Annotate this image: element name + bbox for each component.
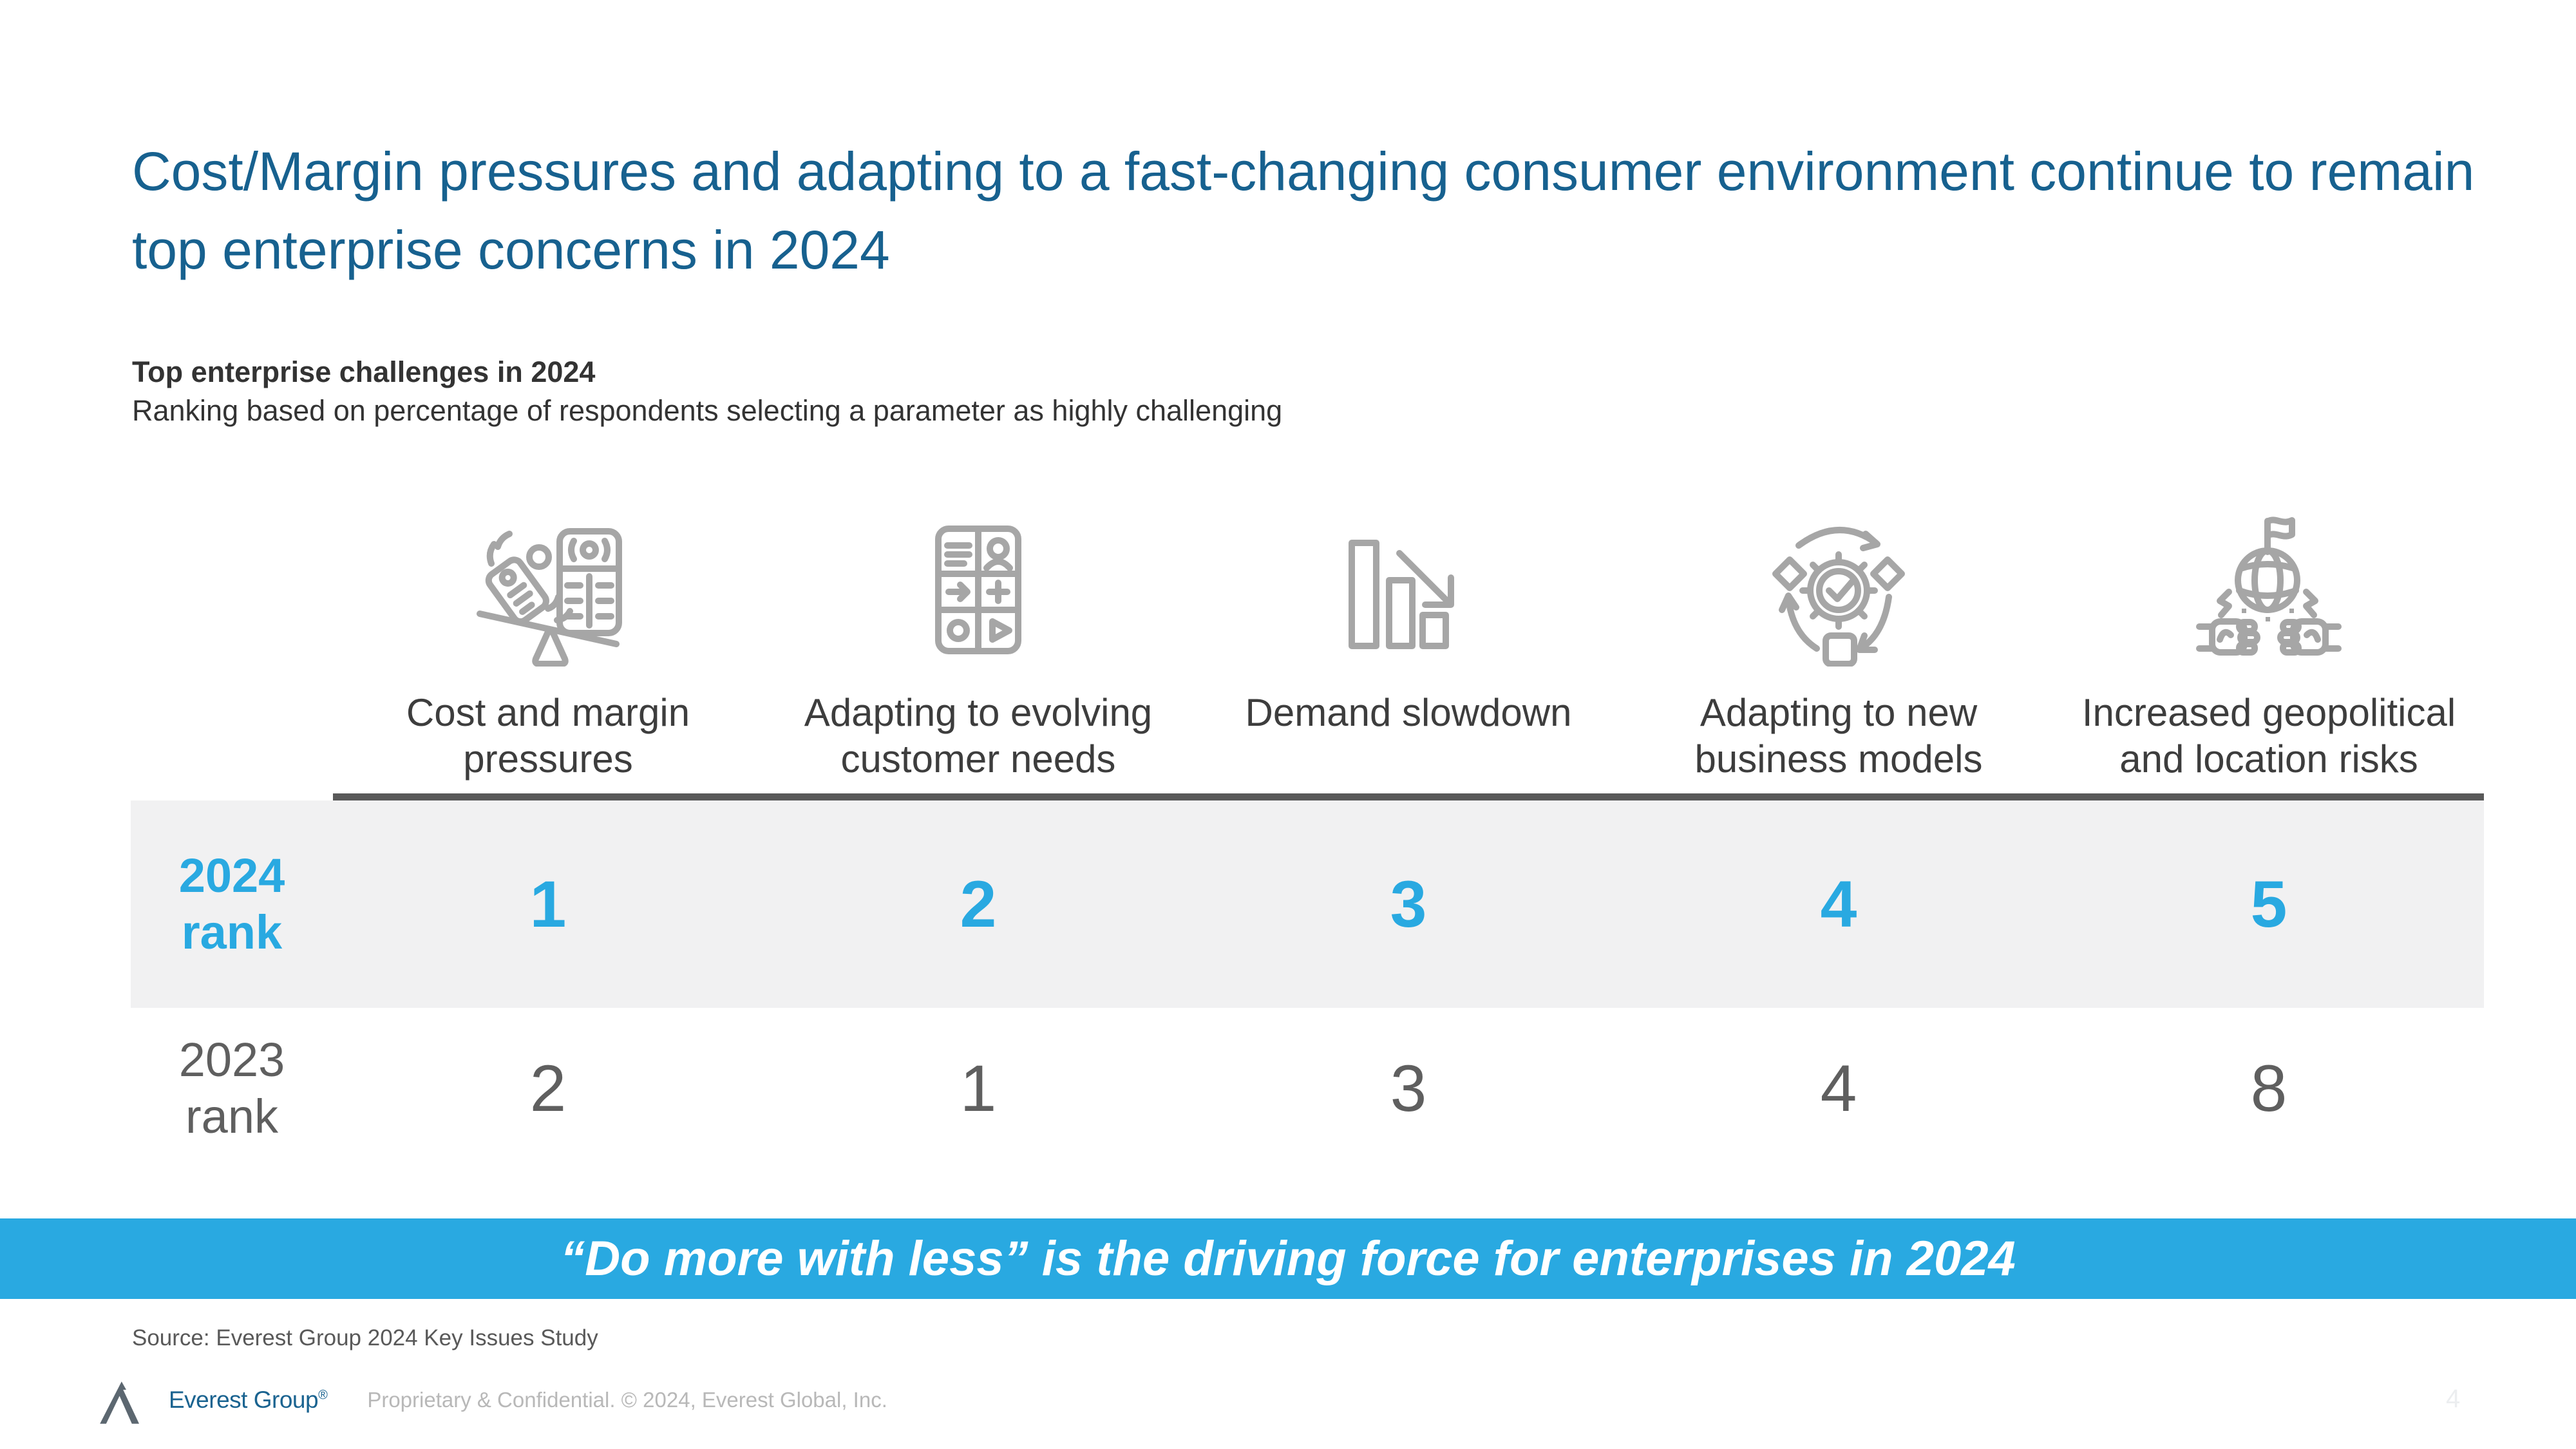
column-demand-slowdown: Demand slowdown [1193,512,1624,782]
geopolitical-location-risks-icon [2192,512,2346,667]
new-business-models-icon [1761,512,1916,667]
column-label: Demand slowdown [1245,690,1572,736]
table-header-divider [333,793,2484,800]
logo-wordmark: Everest Group [169,1387,319,1413]
page-title: Cost/Margin pressures and adapting to a … [132,132,2515,289]
challenges-header-row: Cost and margin pressures [131,512,2484,782]
rank-row-2023: 2023 rank 2 1 3 4 8 [131,1008,2484,1169]
exhibit-subtitle: Ranking based on percentage of responden… [132,394,1283,427]
column-label-line2: and location risks [2119,737,2418,781]
row-label-rank-word: rank [181,905,283,959]
takeaway-banner: “Do more with less” is the driving force… [0,1218,2576,1299]
rank-2023-demand-slowdown: 3 [1390,1051,1427,1125]
rank-2023-cost-margin: 2 [529,1051,567,1125]
column-label: Cost and margin pressures [406,690,690,782]
page-title-line1: Cost/Margin pressures and adapting to a … [132,141,2475,202]
page-title-line2: top enterprise concerns in 2024 [132,220,890,280]
row-label-rank-word: rank [185,1090,278,1143]
column-label-line1: Demand slowdown [1245,691,1572,734]
rank-2023-business-models: 4 [1820,1051,1857,1125]
confidentiality-notice: Proprietary & Confidential. © 2024, Ever… [367,1388,887,1412]
row-label-year: 2023 [178,1033,285,1086]
footer: Everest Group® Proprietary & Confidentia… [98,1370,887,1430]
demand-slowdown-icon [1331,512,1486,667]
rank-2023-customer-needs: 1 [960,1051,997,1125]
rank-2023-geopolitical-risks: 8 [2250,1051,2287,1125]
column-label-line1: Cost and margin [406,691,690,734]
column-label-line2: business models [1694,737,1983,781]
evolving-customer-needs-icon [901,512,1056,667]
everest-group-logo-text: Everest Group® [169,1387,328,1414]
rank-2024-business-models: 4 [1820,867,1857,941]
cost-margin-pressures-icon [471,512,625,667]
column-evolving-customer-needs: Adapting to evolving customer needs [763,512,1193,782]
column-label: Adapting to evolving customer needs [804,690,1152,782]
row-label-2023-rank: 2023 rank [131,1008,333,1169]
rank-row-2024: 2024 rank 1 2 3 4 5 [131,800,2484,1008]
takeaway-banner-text: “Do more with less” is the driving force… [560,1231,2016,1286]
column-new-business-models: Adapting to new business models [1624,512,2054,782]
row-label-2024-rank: 2024 rank [131,800,333,1008]
exhibit-header: Top enterprise challenges in 2024 Rankin… [132,353,2064,430]
everest-group-logo-icon [100,1381,139,1424]
page-number: 4 [2446,1385,2461,1413]
rank-2024-geopolitical-risks: 5 [2250,867,2287,941]
column-label: Adapting to new business models [1695,690,1983,782]
source-note: Source: Everest Group 2024 Key Issues St… [132,1325,598,1350]
column-label-line1: Adapting to new [1700,691,1978,734]
rank-2024-demand-slowdown: 3 [1390,867,1427,941]
column-label-line1: Adapting to evolving [804,691,1153,734]
column-geopolitical-location-risks: Increased geopolitical and location risk… [2054,512,2484,782]
column-label: Increased geopolitical and location risk… [2082,690,2456,782]
rank-2024-customer-needs: 2 [960,867,997,941]
registered-mark: ® [318,1388,328,1403]
header-spacer [131,512,333,782]
exhibit-title: Top enterprise challenges in 2024 [132,355,596,388]
column-label-line2: customer needs [840,737,1116,781]
row-label-year: 2024 [178,849,285,902]
column-label-line2: pressures [463,737,633,781]
column-label-line1: Increased geopolitical [2081,691,2456,734]
rank-2024-cost-margin: 1 [529,867,567,941]
column-cost-margin-pressures: Cost and margin pressures [333,512,763,782]
